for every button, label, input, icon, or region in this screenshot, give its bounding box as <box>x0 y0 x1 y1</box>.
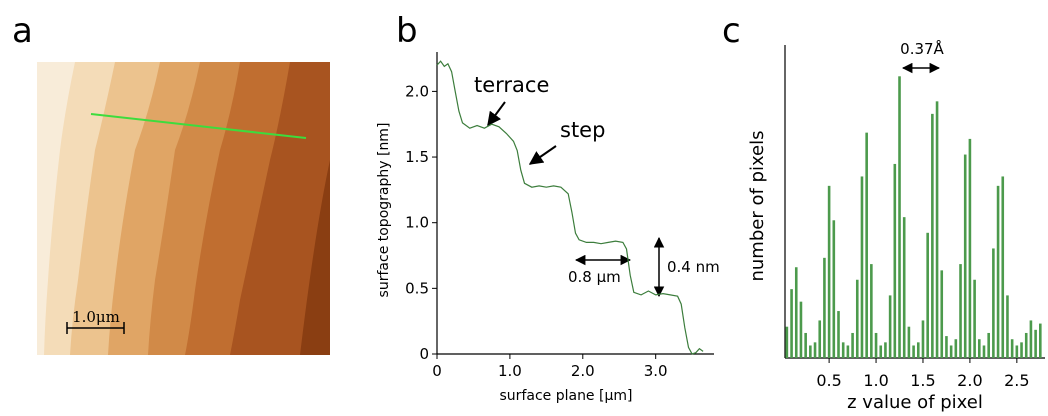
histogram-bar <box>963 154 967 358</box>
panel-label: c <box>722 11 741 51</box>
y-tick-label: 2.0 <box>405 82 429 100</box>
profile-line <box>90 113 307 139</box>
histogram-bar <box>907 326 911 358</box>
x-axis-label: surface plane [μm] <box>500 388 633 404</box>
scale-bar-label: 1.0μm <box>72 308 120 326</box>
histogram-bar <box>860 176 864 358</box>
x-tick-label: 2.0 <box>957 371 982 390</box>
histogram-bar <box>804 332 807 358</box>
y-axis-label: number of pixels <box>747 130 768 281</box>
histogram-bar <box>1015 345 1019 358</box>
histogram-bar <box>968 138 972 358</box>
annotation: terrace <box>474 73 549 97</box>
histogram-bar <box>926 232 929 358</box>
histogram-bar <box>794 267 798 358</box>
histogram-bar <box>949 345 953 358</box>
histogram-bar <box>973 279 976 358</box>
histogram-bar <box>1024 332 1028 358</box>
y-tick-label: 0.5 <box>405 279 429 297</box>
histogram-bar <box>846 345 850 358</box>
histogram-bar <box>959 264 962 358</box>
histogram-bar <box>884 342 887 358</box>
histogram-bar <box>898 76 901 359</box>
histogram-bar <box>818 320 822 358</box>
x-tick-label: 3.0 <box>644 362 668 380</box>
histogram-bar <box>785 326 789 358</box>
histogram-bar <box>921 320 925 358</box>
histogram-bar <box>931 113 934 358</box>
histogram-bar <box>916 342 920 358</box>
profile-curve <box>436 60 704 355</box>
histogram-bar <box>832 220 836 358</box>
x-tick-label: 1.0 <box>863 371 888 390</box>
histogram-bar <box>1006 295 1009 358</box>
histogram-bar <box>841 342 845 358</box>
histogram-bar <box>837 311 840 358</box>
x-tick-label: 0.5 <box>816 371 841 390</box>
histogram-bar <box>1039 323 1042 358</box>
histogram-bar <box>827 185 831 358</box>
histogram-bar <box>870 264 873 358</box>
histogram-bar <box>888 295 892 358</box>
y-axis-label: surface topography [nm] <box>376 123 392 298</box>
histogram-bar <box>855 279 859 358</box>
x-tick-label: 1.0 <box>498 362 522 380</box>
y-tick-label: 0 <box>419 345 429 363</box>
histogram-bar <box>851 332 854 358</box>
histogram-bar <box>879 345 883 358</box>
annotation: step <box>560 118 605 142</box>
annotation: 0.37Å <box>900 39 944 58</box>
histogram-bar <box>945 336 948 358</box>
histogram-bar <box>809 345 812 358</box>
histogram-bar <box>799 301 803 358</box>
histogram-bar <box>935 101 939 358</box>
annotation: 0.4 nm <box>667 258 720 276</box>
histogram-bar <box>1010 339 1014 358</box>
x-tick-label: 1.5 <box>910 371 935 390</box>
x-tick-label: 0 <box>432 362 442 380</box>
x-tick-label: 2.0 <box>571 362 595 380</box>
histogram-bar <box>813 342 817 358</box>
histogram-bar <box>996 185 1000 358</box>
histogram-bar <box>823 257 826 358</box>
histogram-bar <box>912 345 915 358</box>
histogram-bar <box>977 339 981 358</box>
histogram-bar <box>1020 342 1023 358</box>
x-tick-label: 2.5 <box>1004 371 1029 390</box>
afm-image: 1.0μm <box>37 62 330 355</box>
y-tick-label: 1.0 <box>405 214 429 232</box>
annotation: 0.8 μm <box>568 268 621 286</box>
histogram-bar <box>992 248 995 358</box>
y-tick-label: 1.5 <box>405 148 429 166</box>
histogram-bar <box>790 289 793 358</box>
histogram-bar <box>874 332 878 358</box>
panel-label: a <box>12 11 33 51</box>
histogram-bar <box>940 270 944 358</box>
panel-label: b <box>396 11 418 51</box>
x-axis-label: z value of pixel <box>847 392 983 413</box>
histogram-bar <box>1034 329 1037 358</box>
histogram-bar <box>987 332 990 358</box>
histogram-bar <box>893 163 897 358</box>
histogram-bar <box>1029 320 1033 358</box>
histogram-bar <box>902 217 906 358</box>
histogram-bar <box>954 339 958 358</box>
histogram-bar <box>982 345 986 358</box>
histogram-bar <box>865 132 868 358</box>
histogram-bar <box>1001 176 1005 358</box>
